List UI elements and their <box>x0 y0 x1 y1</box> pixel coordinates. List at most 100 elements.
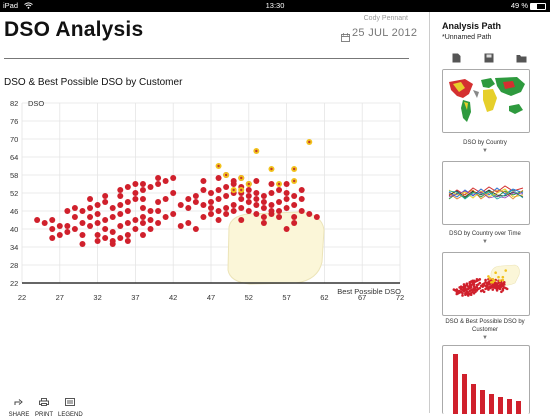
folder-icon[interactable] <box>516 50 527 68</box>
share-button[interactable]: SHARE <box>7 393 31 418</box>
data-point <box>155 220 162 226</box>
data-point <box>117 235 124 241</box>
data-point <box>94 202 101 208</box>
data-point <box>238 196 245 202</box>
x-axis-ticks: 22 27 32 37 42 47 52 57 62 67 72 <box>18 293 404 302</box>
path-step-label: DSO & Best Possible DSO by Customer <box>445 319 525 333</box>
data-point <box>298 187 305 193</box>
data-point <box>155 199 162 205</box>
data-point <box>260 205 267 211</box>
path-step-thumbnail-bars[interactable] <box>442 345 530 414</box>
x-tick-label: 62 <box>320 293 328 302</box>
data-point <box>71 205 78 211</box>
data-point <box>192 226 199 232</box>
thumb-point <box>469 293 473 297</box>
data-point <box>283 205 290 211</box>
data-point <box>56 223 63 229</box>
path-step-thumbnail-lines[interactable] <box>442 161 530 225</box>
highlighted-point-center <box>292 167 296 171</box>
data-point <box>162 214 169 220</box>
highlighted-point-center <box>270 167 273 171</box>
x-tick-label: 32 <box>93 293 101 302</box>
data-point <box>139 196 146 202</box>
data-point <box>147 208 154 214</box>
data-point <box>253 190 260 196</box>
data-point <box>162 196 169 202</box>
x-tick-label: 67 <box>358 293 366 302</box>
highlighted-point-center <box>308 140 311 144</box>
x-tick-label: 42 <box>169 293 177 302</box>
scatter-chart[interactable]: 76 70 64 58 52 46 40 34 28 22 82 22 27 32 37 42 47 52 57 6… <box>0 95 420 307</box>
data-point <box>245 199 252 205</box>
data-point <box>283 196 290 202</box>
data-point <box>132 217 139 223</box>
data-point <box>132 196 139 202</box>
thumb-point <box>502 280 506 284</box>
thumb-point <box>482 283 486 287</box>
data-point <box>291 214 298 220</box>
thumb-point <box>478 286 482 290</box>
data-point <box>155 208 162 214</box>
status-bar: iPad 13:30 49 % <box>0 0 550 12</box>
y-tick-label: 70 <box>10 135 18 144</box>
print-icon <box>32 393 56 411</box>
data-point <box>49 217 56 223</box>
data-point <box>34 217 41 223</box>
thumb-point <box>472 283 476 286</box>
data-point <box>230 208 237 214</box>
y-tick-label: 46 <box>10 207 18 216</box>
thumb-point <box>504 269 508 272</box>
thumb-point <box>487 288 490 291</box>
down-arrow-icon: ▼ <box>482 239 488 245</box>
report-date: 25 JUL 2012 <box>352 27 418 39</box>
data-point <box>253 196 260 202</box>
clock: 13:30 <box>265 1 285 10</box>
y-axis-ticks: 76 70 64 58 52 46 40 34 28 22 82 <box>10 99 18 288</box>
thumb-point <box>482 290 486 294</box>
data-point <box>291 202 298 208</box>
chart-title: DSO & Best Possible DSO by Customer <box>4 77 183 88</box>
data-point <box>132 181 139 187</box>
thumb-point <box>487 275 490 278</box>
calendar-icon <box>341 29 350 47</box>
data-point <box>208 199 214 205</box>
data-point <box>155 175 162 181</box>
user-name: Cody Pennant <box>363 15 408 22</box>
data-point <box>276 199 283 205</box>
legend-button[interactable]: LEGEND <box>58 393 83 418</box>
path-step-thumbnail-scatter[interactable] <box>442 252 530 316</box>
data-point <box>298 196 305 202</box>
data-point <box>56 232 63 238</box>
data-point <box>291 193 298 199</box>
data-point <box>245 187 252 193</box>
data-points <box>34 172 320 247</box>
print-button[interactable]: PRINT <box>32 393 56 418</box>
data-point <box>79 232 86 238</box>
data-point <box>79 241 86 247</box>
thumb-point <box>461 294 464 297</box>
data-point <box>139 205 146 211</box>
y-tick-label: 28 <box>10 261 18 270</box>
data-point <box>117 187 124 193</box>
data-point <box>313 214 320 220</box>
data-point <box>192 199 199 205</box>
wifi-icon <box>24 1 33 13</box>
new-path-icon[interactable] <box>452 50 461 68</box>
y-axis-label: DSO <box>28 99 44 108</box>
data-point <box>132 190 139 196</box>
data-point <box>208 211 214 217</box>
data-point <box>155 181 162 187</box>
save-icon[interactable] <box>484 50 494 68</box>
y-tick-label: 64 <box>10 153 18 162</box>
data-point <box>102 193 109 199</box>
thumb-point <box>502 283 506 286</box>
y-tick-label: 22 <box>10 279 18 288</box>
data-point <box>79 220 86 226</box>
data-point <box>276 208 283 214</box>
data-point <box>253 202 260 208</box>
data-point <box>268 202 275 208</box>
data-point <box>170 190 177 196</box>
path-step-thumbnail-map[interactable] <box>442 69 530 133</box>
data-point <box>268 208 275 214</box>
data-point <box>147 226 154 232</box>
